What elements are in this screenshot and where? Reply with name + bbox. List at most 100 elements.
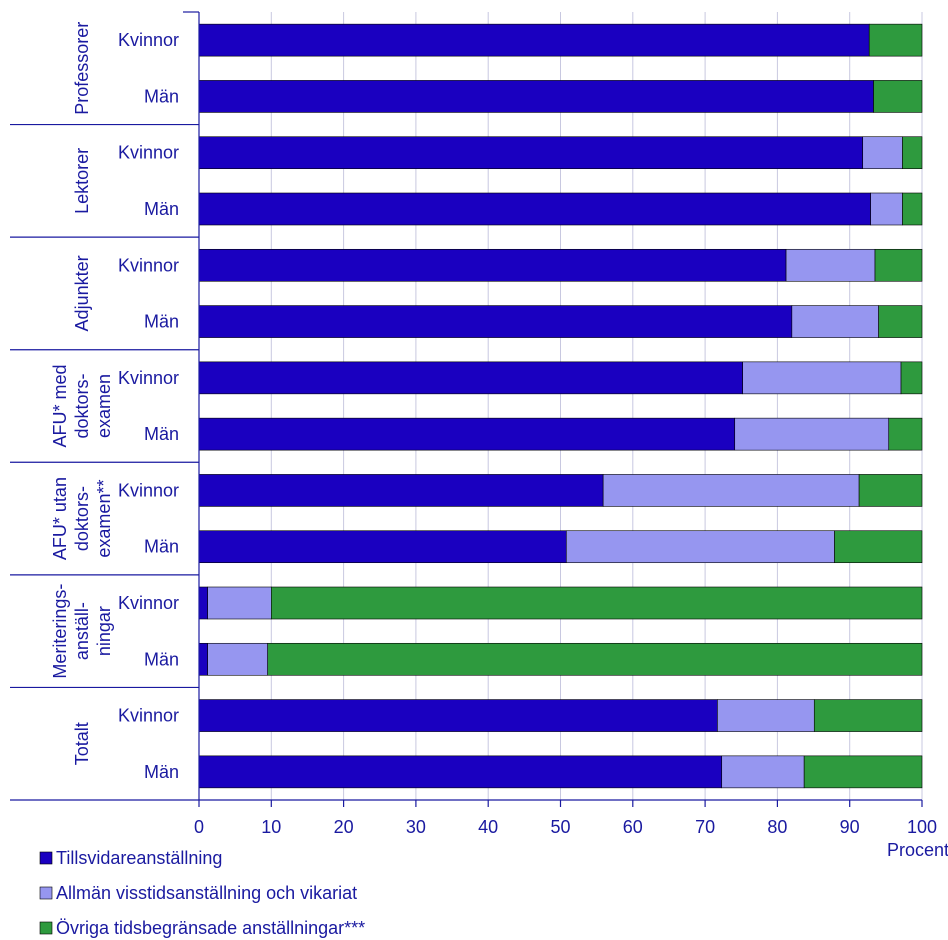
group-label-line: doktors- xyxy=(72,373,92,438)
bar-g4-r0-s1 xyxy=(602,474,860,507)
row-labels: Kvinnor Män Kvinnor Män Kvinnor Män Kvinnor Män… xyxy=(118,30,179,782)
x-tick-label: 10 xyxy=(261,817,281,837)
group-label-line: examen xyxy=(94,374,114,438)
gridlines xyxy=(270,12,923,800)
group-label-line: anställ- xyxy=(72,602,92,660)
group-label-line: Adjunkter xyxy=(72,255,92,331)
bar-g1-r0-s1 xyxy=(862,136,903,170)
legend-swatch-0 xyxy=(39,851,53,865)
bar-g6-r0-s2 xyxy=(813,699,923,732)
bar-g0-r1-s0 xyxy=(198,80,874,113)
row-label: Kvinnor xyxy=(118,706,179,726)
bar-g2-r1-s1 xyxy=(791,305,879,338)
bar-g2-r0-s2 xyxy=(874,248,923,282)
x-tick-label: 80 xyxy=(767,817,787,837)
legend-label-1: Allmän visstidsanställning och vikariat xyxy=(56,883,357,903)
row-label: Kvinnor xyxy=(118,593,179,613)
bar-g5-r1-s0 xyxy=(198,642,208,676)
group-label-line: AFU* med xyxy=(50,364,70,447)
x-tick-label: 20 xyxy=(334,817,354,837)
x-tick-label: 100 xyxy=(907,817,937,837)
bar-g1-r1-s1 xyxy=(870,192,903,226)
bar-g3-r1-s1 xyxy=(734,417,890,451)
row-label: Kvinnor xyxy=(118,368,179,388)
x-tick-label: 0 xyxy=(194,817,204,837)
legend-swatch-2 xyxy=(39,921,53,935)
row-label: Kvinnor xyxy=(118,480,179,500)
bar-g2-r0-s0 xyxy=(198,248,787,282)
row-label: Kvinnor xyxy=(118,255,179,275)
bar-g1-r0-s2 xyxy=(902,136,923,170)
bar-g0-r0-s2 xyxy=(868,23,923,57)
bar-g2-r0-s1 xyxy=(785,248,876,282)
bar-g4-r1-s0 xyxy=(198,530,567,564)
row-label: Män xyxy=(144,762,179,782)
group-label-line: Professorer xyxy=(72,22,92,115)
x-tick-labels: 0 10 20 30 40 50 60 70 80 90 100 xyxy=(194,817,937,837)
bar-g1-r1-s2 xyxy=(902,192,923,226)
bar-g1-r0-s0 xyxy=(198,136,864,170)
x-tick-label: 50 xyxy=(550,817,570,837)
legend-label-0: Tillsvidareanställning xyxy=(56,848,222,868)
group-label-line: doktors- xyxy=(72,486,92,551)
x-tick-label: 60 xyxy=(623,817,643,837)
group-label: Adjunkter xyxy=(72,255,92,331)
bar-g4-r1-s1 xyxy=(565,530,835,564)
bar-g5-r0-s1 xyxy=(207,586,272,620)
x-tick-label: 70 xyxy=(695,817,715,837)
bar-g4-r0-s2 xyxy=(858,474,923,507)
bar-g6-r0-s0 xyxy=(198,699,718,732)
bar-g2-r1-s2 xyxy=(878,305,923,338)
group-label-line: Lektorer xyxy=(72,148,92,214)
bar-g4-r0-s0 xyxy=(198,474,604,507)
bar-g5-r0-s2 xyxy=(270,586,923,620)
group-label: Professorer xyxy=(72,22,92,115)
group-label: Lektorer xyxy=(72,148,92,214)
row-label: Män xyxy=(144,537,179,557)
bar-g6-r1-s1 xyxy=(721,755,805,789)
group-label-line: ningar xyxy=(94,606,114,656)
bar-g2-r1-s0 xyxy=(198,305,793,338)
group-label-line: Totalt xyxy=(72,722,92,765)
bar-g5-r1-s1 xyxy=(207,642,268,676)
group-label-line: AFU* utan xyxy=(50,477,70,560)
bar-g5-r0-s0 xyxy=(198,586,208,620)
x-axis-label: Procent xyxy=(887,840,948,860)
row-label: Män xyxy=(144,312,179,332)
legend-label-2: Övriga tidsbegränsade anställningar*** xyxy=(56,918,365,938)
bar-g3-r0-s2 xyxy=(900,361,923,395)
bar-g6-r0-s1 xyxy=(717,699,815,732)
bar-g1-r1-s0 xyxy=(198,192,871,226)
bar-g3-r0-s1 xyxy=(742,361,902,395)
bar-g6-r1-s2 xyxy=(803,755,923,789)
x-tick-label: 90 xyxy=(840,817,860,837)
group-label: Meriterings-anställ-ningar xyxy=(50,584,114,679)
bar-g3-r1-s2 xyxy=(888,417,923,451)
row-label: Män xyxy=(144,649,179,669)
legend-swatch-1 xyxy=(39,886,53,900)
bar-g4-r1-s2 xyxy=(834,530,923,564)
bar-g6-r1-s0 xyxy=(198,755,723,789)
bar-g5-r1-s2 xyxy=(267,642,923,676)
row-label: Män xyxy=(144,424,179,444)
row-label: Kvinnor xyxy=(118,143,179,163)
bars xyxy=(198,23,923,789)
legend: Tillsvidareanställning Allmän visstidsans… xyxy=(39,848,365,938)
row-label: Män xyxy=(144,199,179,219)
x-tick-label: 30 xyxy=(406,817,426,837)
row-label: Män xyxy=(144,86,179,106)
group-label-line: examen** xyxy=(94,480,114,558)
group-label: AFU* utan doktors-examen** xyxy=(50,477,114,560)
group-label: AFU* med doktors-examen xyxy=(50,364,114,447)
row-label: Kvinnor xyxy=(118,30,179,50)
bar-g3-r1-s0 xyxy=(198,417,736,451)
group-label-line: Meriterings- xyxy=(50,584,70,679)
bar-g0-r0-s0 xyxy=(198,23,870,57)
group-label: Totalt xyxy=(72,722,92,765)
axes xyxy=(10,11,923,807)
x-tick-label: 40 xyxy=(478,817,498,837)
bar-g0-r1-s2 xyxy=(873,80,923,113)
bar-g3-r0-s0 xyxy=(198,361,743,395)
